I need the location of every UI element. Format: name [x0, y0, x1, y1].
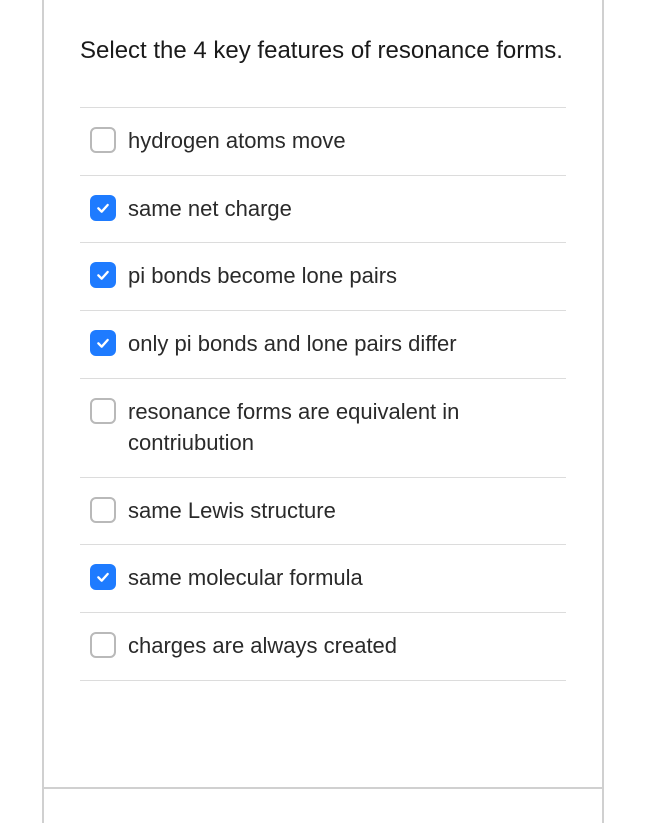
option-row[interactable]: same Lewis structure	[80, 478, 566, 546]
option-row[interactable]: charges are always created	[80, 613, 566, 681]
option-label: pi bonds become lone pairs	[128, 261, 397, 292]
checkbox-checked[interactable]	[90, 195, 116, 221]
checkbox-unchecked[interactable]	[90, 398, 116, 424]
checkbox-checked[interactable]	[90, 330, 116, 356]
option-row[interactable]: only pi bonds and lone pairs differ	[80, 311, 566, 379]
check-icon	[95, 335, 111, 351]
option-label: same molecular formula	[128, 563, 363, 594]
option-label: resonance forms are equivalent in contri…	[128, 397, 560, 459]
checkbox-unchecked[interactable]	[90, 632, 116, 658]
check-icon	[95, 267, 111, 283]
checkbox-unchecked[interactable]	[90, 497, 116, 523]
check-icon	[95, 569, 111, 585]
option-row[interactable]: hydrogen atoms move	[80, 108, 566, 176]
checkbox-unchecked[interactable]	[90, 127, 116, 153]
question-prompt: Select the 4 key features of resonance f…	[80, 34, 566, 69]
option-label: same Lewis structure	[128, 496, 336, 527]
option-label: charges are always created	[128, 631, 397, 662]
option-row[interactable]: same net charge	[80, 176, 566, 244]
option-label: same net charge	[128, 194, 292, 225]
card-border-bottom	[42, 787, 604, 789]
card-inner: Select the 4 key features of resonance f…	[42, 0, 604, 725]
checkbox-checked[interactable]	[90, 262, 116, 288]
option-label: only pi bonds and lone pairs differ	[128, 329, 457, 360]
option-row[interactable]: pi bonds become lone pairs	[80, 243, 566, 311]
question-card: Select the 4 key features of resonance f…	[0, 0, 646, 823]
options-list: hydrogen atoms move same net charge pi b…	[80, 107, 566, 681]
check-icon	[95, 200, 111, 216]
option-row[interactable]: same molecular formula	[80, 545, 566, 613]
checkbox-checked[interactable]	[90, 564, 116, 590]
option-label: hydrogen atoms move	[128, 126, 346, 157]
option-row[interactable]: resonance forms are equivalent in contri…	[80, 379, 566, 478]
